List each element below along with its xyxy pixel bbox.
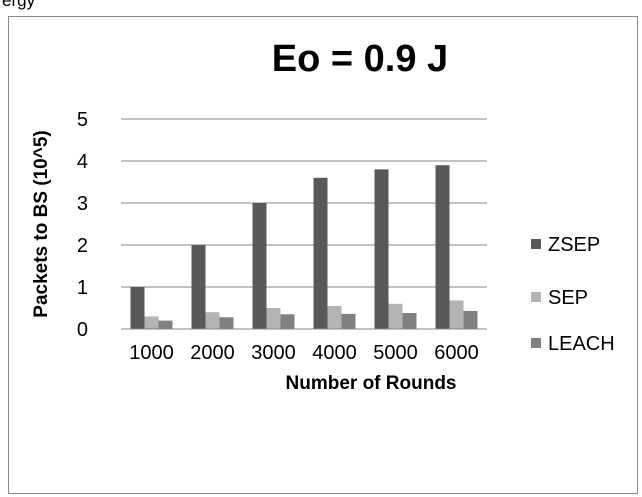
bar-zsep-5000: [374, 169, 389, 329]
y-tick-label: 3: [77, 193, 88, 215]
bars: [130, 165, 478, 329]
bar-sep-5000: [388, 303, 403, 329]
y-tick-label: 5: [77, 109, 88, 131]
x-tick-label: 6000: [434, 342, 479, 364]
x-tick-label: 5000: [373, 342, 418, 364]
x-tick-label: 2000: [190, 342, 235, 364]
legend-label-leach: LEACH: [548, 333, 615, 355]
y-tick-labels: 0 1 2 3 4 5: [77, 109, 88, 341]
legend: ZSEP SEP LEACH: [531, 234, 615, 355]
y-tick-label: 0: [77, 319, 88, 341]
bar-zsep-1000: [130, 287, 145, 329]
bar-leach-3000: [280, 314, 295, 329]
bar-sep-1000: [144, 316, 159, 329]
y-axis-label: Packets to BS (10^5): [31, 130, 52, 317]
y-tick-label: 2: [77, 235, 88, 257]
bar-leach-2000: [219, 317, 234, 329]
x-tick-label: 1000: [129, 342, 174, 364]
bar-sep-3000: [266, 308, 281, 329]
legend-label-zsep: ZSEP: [548, 234, 600, 256]
bar-leach-1000: [158, 320, 173, 329]
bar-zsep-4000: [313, 177, 328, 329]
legend-swatch-leach: [531, 338, 541, 348]
legend-label-sep: SEP: [548, 287, 588, 309]
clipped-caption-fragment: ergy: [2, 0, 36, 10]
gridlines: [121, 118, 487, 288]
chart-title: Eo = 0.9 J: [272, 38, 448, 80]
legend-swatch-zsep: [531, 239, 541, 249]
bar-sep-6000: [449, 300, 464, 329]
bar-sep-4000: [327, 305, 342, 329]
bar-zsep-6000: [435, 165, 450, 329]
bar-zsep-3000: [252, 203, 267, 329]
x-tick-labels: 1000 2000 3000 4000 5000 6000: [129, 342, 479, 364]
legend-swatch-sep: [531, 292, 541, 302]
bar-leach-4000: [341, 313, 356, 329]
y-tick-label: 4: [77, 151, 88, 173]
bar-leach-6000: [463, 310, 478, 329]
x-axis-label: Number of Rounds: [286, 373, 457, 394]
bar-zsep-2000: [191, 245, 206, 329]
bar-sep-2000: [205, 312, 220, 329]
y-tick-label: 1: [77, 277, 88, 299]
x-tick-label: 3000: [251, 342, 296, 364]
bar-leach-5000: [402, 313, 417, 329]
x-tick-label: 4000: [312, 342, 357, 364]
